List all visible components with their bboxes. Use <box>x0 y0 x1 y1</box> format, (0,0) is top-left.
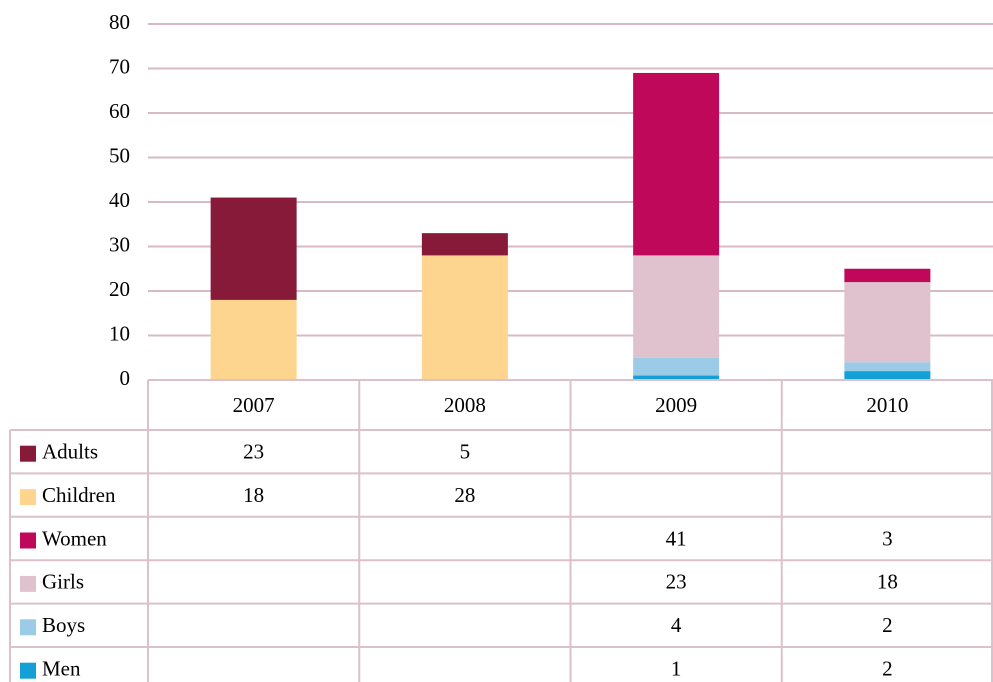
y-tick-label: 80 <box>109 10 130 34</box>
x-tick-label: 2007 <box>233 393 275 417</box>
legend-swatch <box>20 662 36 679</box>
y-tick-label: 0 <box>120 366 131 390</box>
table-value: 3 <box>882 526 893 550</box>
y-tick-label: 10 <box>109 321 130 345</box>
legend-label: Boys <box>42 613 85 637</box>
bar-segment <box>844 268 931 283</box>
table-value: 18 <box>243 483 264 507</box>
legend-label: Women <box>42 526 107 550</box>
y-tick-label: 70 <box>109 54 130 78</box>
table-value: 23 <box>243 440 264 464</box>
bar-segment <box>633 72 720 256</box>
y-tick-label: 20 <box>109 277 130 301</box>
x-tick-label: 2008 <box>444 393 486 417</box>
table-value: 2 <box>882 657 893 681</box>
legend-swatch <box>20 619 36 636</box>
table-value: 2 <box>882 613 893 637</box>
bar-segment <box>633 255 720 358</box>
bar-segment <box>633 375 720 380</box>
table-value: 1 <box>671 657 682 681</box>
legend-swatch <box>20 489 36 506</box>
x-tick-label: 2010 <box>866 393 908 417</box>
bar-segment <box>844 282 931 363</box>
bar-segment <box>210 197 297 300</box>
legend-swatch <box>20 445 36 462</box>
bar-segment <box>421 255 508 380</box>
y-tick-label: 60 <box>109 99 130 123</box>
legend-label: Children <box>42 483 116 507</box>
bar-segment <box>210 299 297 380</box>
legend-swatch <box>20 532 36 549</box>
table-value: 18 <box>877 570 898 594</box>
bar-segment <box>421 233 508 256</box>
bar-segment <box>844 362 931 372</box>
x-tick-label: 2009 <box>655 393 697 417</box>
y-tick-label: 50 <box>109 143 130 167</box>
table-value: 41 <box>666 526 687 550</box>
bar-segment <box>844 371 931 380</box>
legend-label: Adults <box>42 440 98 464</box>
y-tick-label: 30 <box>109 232 130 256</box>
legend-label: Men <box>42 657 81 681</box>
legend-label: Girls <box>42 570 84 594</box>
table-value: 5 <box>460 440 471 464</box>
table-value: 23 <box>666 570 687 594</box>
bar-segment <box>633 357 720 376</box>
y-tick-label: 40 <box>109 188 130 212</box>
table-value: 4 <box>671 613 682 637</box>
table-value: 28 <box>454 483 475 507</box>
legend-swatch <box>20 575 36 592</box>
